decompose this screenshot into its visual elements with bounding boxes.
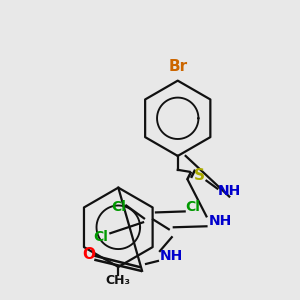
Text: Cl: Cl [93, 230, 108, 244]
Text: O: O [82, 247, 95, 262]
Text: S: S [194, 168, 205, 183]
Text: CH₃: CH₃ [106, 274, 131, 287]
Text: Br: Br [168, 59, 187, 74]
Text: Cl: Cl [185, 200, 200, 214]
Text: NH: NH [218, 184, 241, 198]
Text: Cl: Cl [111, 200, 126, 214]
Text: NH: NH [208, 214, 232, 228]
Text: NH: NH [160, 249, 183, 263]
